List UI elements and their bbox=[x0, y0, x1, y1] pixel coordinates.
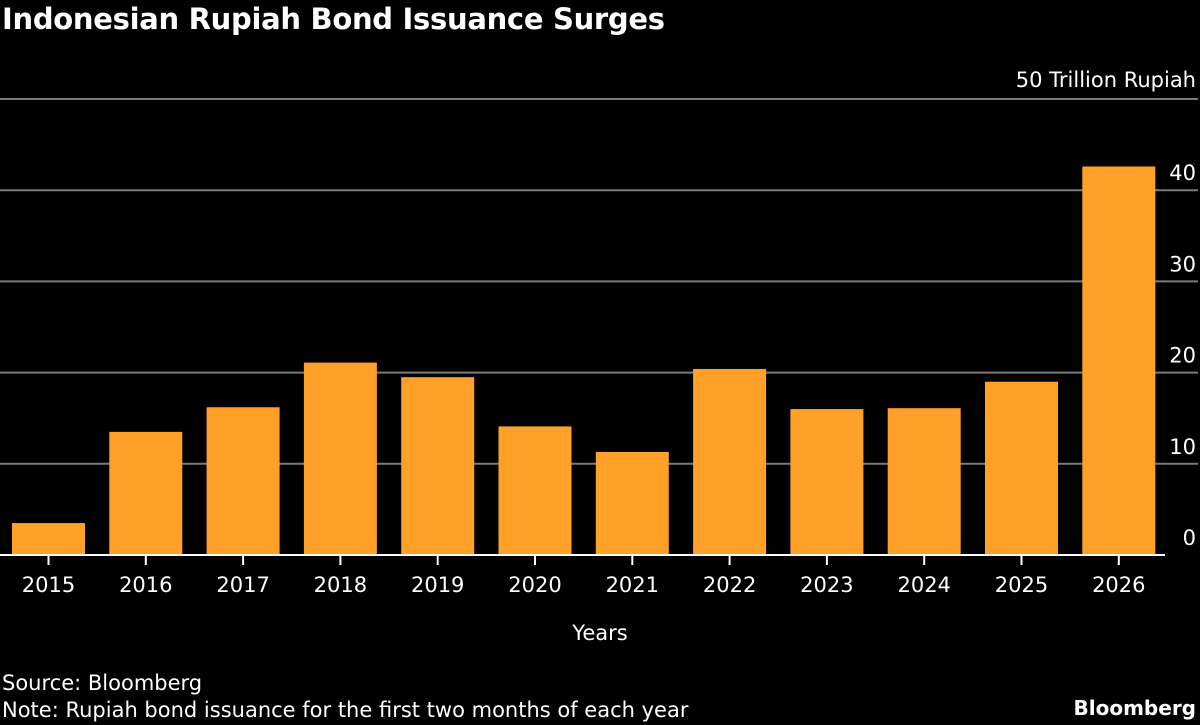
y-tick-label: 10 bbox=[1169, 435, 1196, 459]
unit-label: 50 Trillion Rupiah bbox=[1016, 68, 1196, 92]
bar-2016 bbox=[109, 431, 183, 555]
x-tick-label: 2025 bbox=[995, 573, 1048, 597]
bar-2015 bbox=[12, 523, 85, 555]
x-tick-label: 2024 bbox=[897, 573, 950, 597]
x-tick-label: 2023 bbox=[800, 573, 853, 597]
bar-2024 bbox=[887, 408, 961, 555]
bar-2023 bbox=[790, 409, 864, 555]
bar-2018 bbox=[303, 362, 377, 555]
bar-2019 bbox=[401, 377, 475, 555]
x-tick-label: 2015 bbox=[22, 573, 75, 597]
bar-2026 bbox=[1082, 166, 1156, 555]
x-tick-label: 2016 bbox=[119, 573, 172, 597]
bar-2017 bbox=[206, 407, 280, 555]
x-tick-label: 2019 bbox=[411, 573, 464, 597]
bar-chart: 0 10 20 30 40 50 Trillion Rupiah 2015 2016 2017 2… bbox=[0, 68, 1198, 645]
x-axis-title: Years bbox=[571, 621, 627, 645]
bar-2021 bbox=[595, 451, 669, 555]
note-text: Note: Rupiah bond issuance for the first… bbox=[2, 698, 689, 722]
x-tick-label: 2017 bbox=[216, 573, 269, 597]
x-tick-label: 2021 bbox=[606, 573, 659, 597]
y-tick-label: 40 bbox=[1169, 161, 1196, 185]
chart-title: Indonesian Rupiah Bond Issuance Surges bbox=[2, 2, 665, 36]
bar-2020 bbox=[498, 426, 572, 555]
bloomberg-logo: Bloomberg bbox=[1073, 696, 1196, 720]
source-text: Source: Bloomberg bbox=[2, 671, 203, 695]
x-tick-label: 2020 bbox=[508, 573, 561, 597]
x-tick-label: 2022 bbox=[703, 573, 756, 597]
bar-2022 bbox=[693, 368, 767, 555]
y-tick-label: 30 bbox=[1169, 252, 1196, 276]
x-tick-label: 2026 bbox=[1092, 573, 1145, 597]
bar-2025 bbox=[985, 381, 1058, 555]
x-tick-label: 2018 bbox=[314, 573, 367, 597]
y-tick-label: 0 bbox=[1183, 526, 1196, 550]
y-tick-label: 20 bbox=[1169, 344, 1196, 368]
